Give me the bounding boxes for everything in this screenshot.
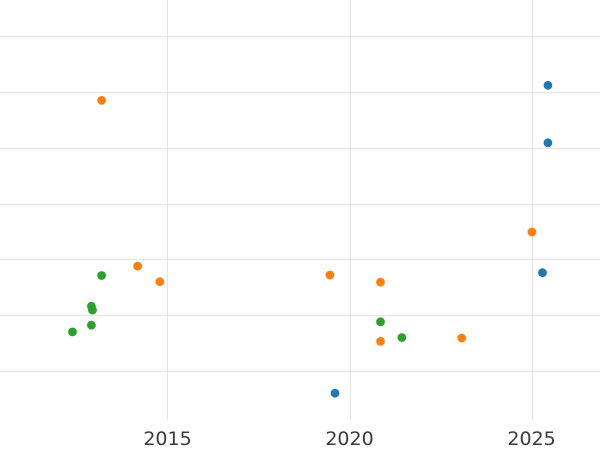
data-point-orange <box>527 227 537 237</box>
data-point-orange <box>97 96 106 105</box>
x-tick-label: 2025 <box>507 428 555 450</box>
data-point-green <box>68 327 77 337</box>
data-point-orange <box>457 333 467 343</box>
data-point-blue <box>330 388 340 398</box>
data-point-orange <box>325 270 335 280</box>
data-point-green <box>376 317 385 327</box>
x-tick-label: 2015 <box>143 428 191 450</box>
x-tick-label: 2020 <box>325 428 373 450</box>
data-point-orange <box>155 277 165 287</box>
data-point-green <box>87 320 96 330</box>
data-point-green <box>97 271 106 280</box>
data-point-orange <box>376 337 385 346</box>
data-point-blue <box>543 80 553 90</box>
data-point-green <box>88 305 97 315</box>
data-point-green <box>397 333 407 342</box>
data-point-blue <box>538 268 547 278</box>
data-point-blue <box>543 138 553 148</box>
data-point-orange <box>376 277 385 287</box>
data-point-orange <box>133 261 143 271</box>
